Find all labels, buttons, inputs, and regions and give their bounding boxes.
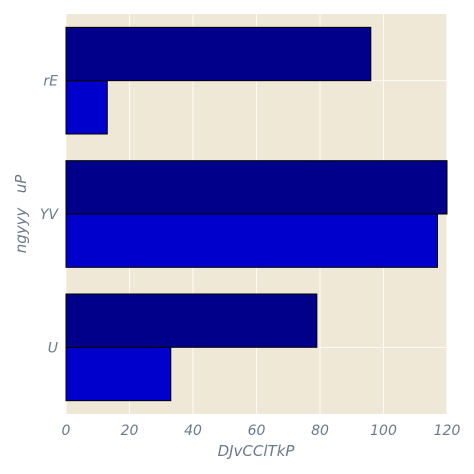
y-tick-label: YV — [40, 207, 60, 223]
y-tick-label: U — [48, 340, 58, 356]
bar-series-2-rE — [65, 26, 372, 82]
bar-series-1-YV — [65, 213, 438, 268]
x-tick-label: 60 — [248, 423, 266, 439]
x-tick-labels: 0 20 40 60 80 100 120 — [62, 423, 461, 439]
y-tick-labels: U YV rE — [40, 74, 60, 357]
x-tick-label: 100 — [370, 423, 397, 439]
x-tick-label: 0 — [62, 423, 71, 439]
bar-series-2-YV — [65, 160, 448, 215]
bar-series-1-rE — [65, 80, 108, 135]
bar-series-2-U — [65, 293, 318, 348]
x-axis-label: DJvCClTkP — [218, 442, 296, 460]
bar-series-1-U — [65, 346, 172, 402]
x-tick-label: 40 — [184, 423, 202, 439]
bars — [65, 26, 448, 402]
y-axis-label: ngyyy uP — [12, 174, 30, 253]
y-tick-label: rE — [43, 74, 58, 90]
x-tick-label: 80 — [311, 423, 329, 439]
x-tick-label: 20 — [121, 423, 139, 439]
x-tick-label: 120 — [434, 423, 461, 439]
